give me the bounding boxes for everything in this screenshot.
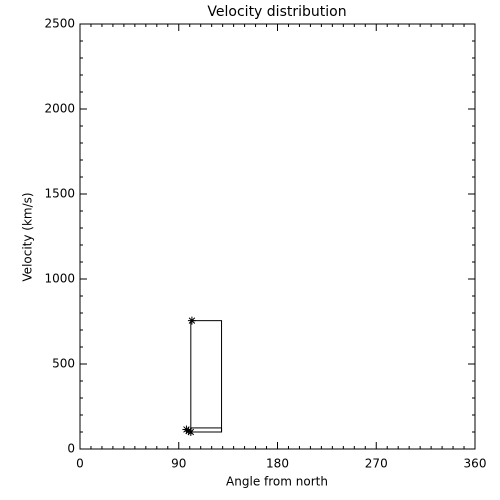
point [187, 316, 196, 325]
plot-frame [79, 23, 476, 450]
x-tick-label: 90 [171, 457, 186, 471]
y-tick-label: 2500 [44, 17, 75, 31]
y-axis-label: Velocity (km/s) [21, 192, 35, 281]
y-tick-label: 2000 [44, 102, 75, 116]
range-box [190, 427, 223, 433]
point [184, 427, 193, 436]
y-tick-label: 1500 [44, 187, 75, 201]
x-tick-label: 0 [76, 457, 84, 471]
point [186, 428, 195, 436]
x-tick-label: 270 [365, 457, 388, 471]
x-axis-label: Angle from north [226, 475, 328, 489]
range-box [190, 320, 223, 433]
y-tick-label: 1000 [44, 272, 75, 286]
x-tick-label: 180 [266, 457, 289, 471]
chart-title: Velocity distribution [207, 4, 346, 20]
y-tick-label: 0 [67, 442, 75, 456]
y-tick-label: 500 [52, 357, 75, 371]
x-tick-label: 360 [464, 457, 487, 471]
